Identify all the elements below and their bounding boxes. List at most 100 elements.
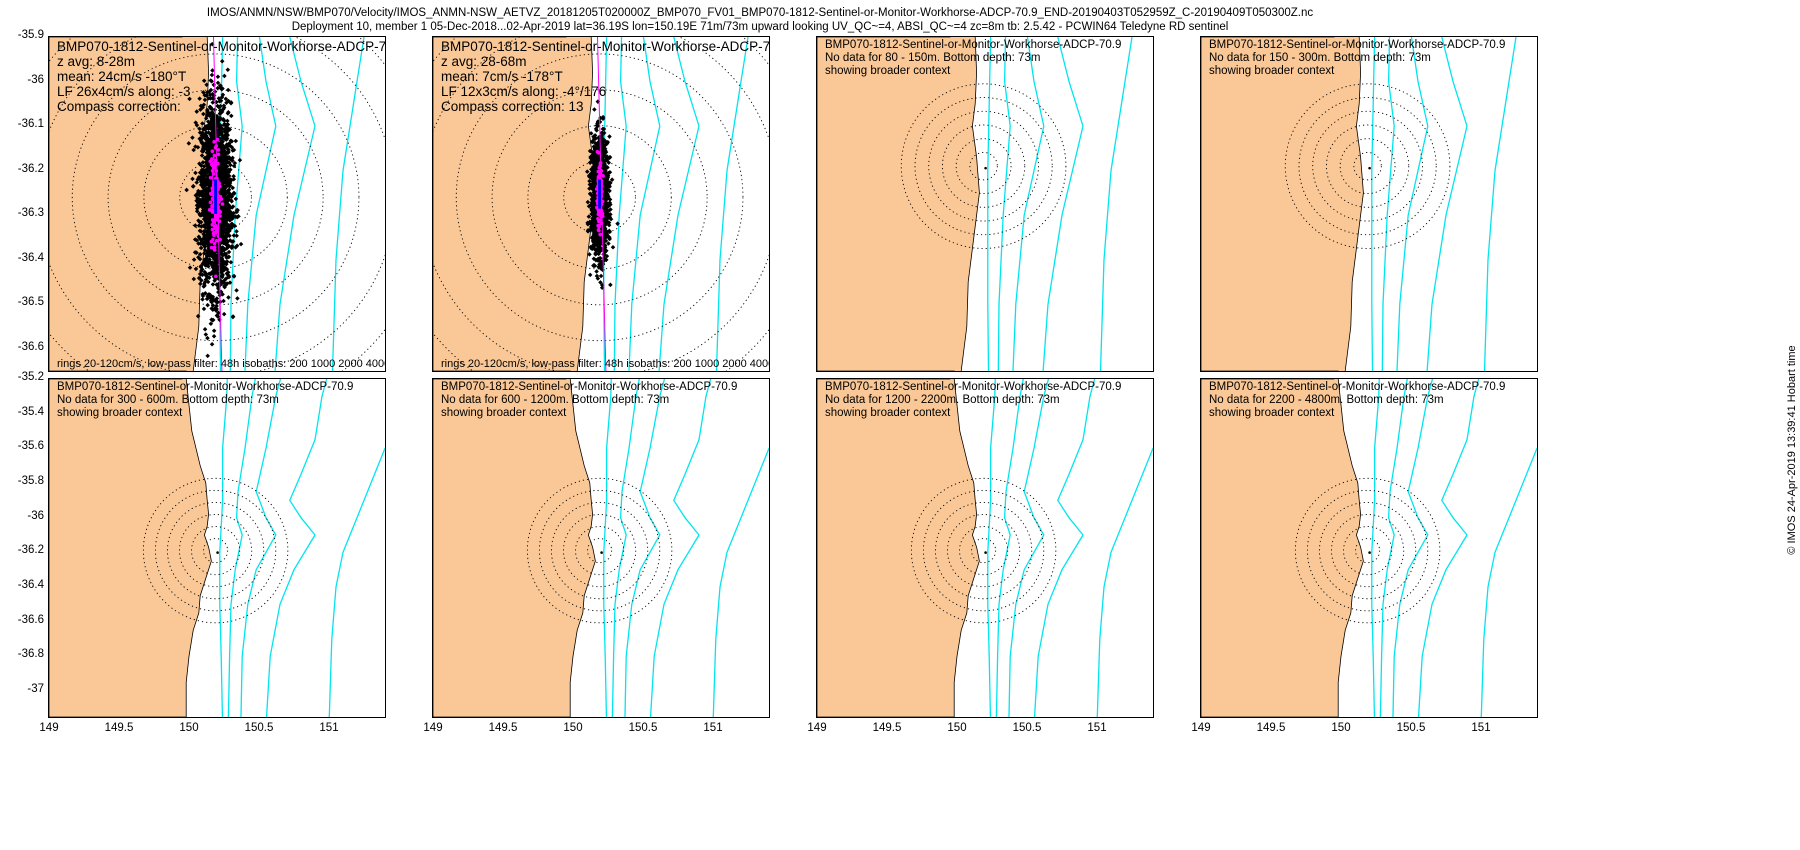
scatter-point — [591, 262, 597, 268]
scatter-point — [228, 162, 233, 168]
scatter-point — [207, 292, 212, 297]
scatter-point — [201, 133, 207, 139]
scatter-point — [215, 300, 220, 305]
lowpass-point — [215, 137, 220, 142]
x-tick-label: 149 — [423, 722, 443, 734]
y-tick-label: -37 — [27, 683, 44, 695]
panel-footer-note: rings 20-120cm/s, low-pass filter: 48h i… — [441, 358, 770, 370]
scatter-point — [603, 149, 609, 155]
isobath-line-5 — [1099, 37, 1133, 371]
scatter-point — [235, 296, 240, 301]
isobath-line-4 — [1033, 379, 1096, 717]
y-tick-label: -35.2 — [17, 371, 44, 383]
scatter-point — [218, 83, 223, 89]
lowpass-point — [211, 246, 216, 250]
panel-info-line: showing broader context — [441, 407, 567, 419]
plot-panel-6: BMP070-1812-Sentinel-or-Monitor-Workhors… — [432, 378, 770, 718]
map-plot-3 — [817, 37, 1133, 371]
scatter-point — [588, 154, 593, 160]
panel-info-line: No data for 80 - 150m. Bottom depth: 73m — [825, 52, 1041, 64]
isobath-line-2 — [1379, 379, 1408, 717]
speed-ring-3 — [1325, 124, 1410, 208]
scatter-point — [210, 261, 215, 266]
scatter-point — [224, 126, 229, 132]
scatter-point — [222, 144, 228, 150]
y-tick-label: -36.5 — [17, 296, 44, 309]
y-tick-label: -36.2 — [17, 544, 44, 557]
map-plot-4 — [1201, 37, 1517, 371]
scatter-point — [208, 96, 213, 101]
speed-ring-6 — [900, 83, 1067, 249]
isobath-line-3 — [1012, 37, 1045, 371]
speed-ring-2 — [143, 125, 288, 270]
speed-ring-1 — [969, 151, 998, 181]
scatter-point — [606, 241, 611, 246]
lowpass-point — [210, 227, 215, 232]
x-tick-label: 150.5 — [628, 722, 658, 734]
plot-panel-7: BMP070-1812-Sentinel-or-Monitor-Workhors… — [816, 378, 1154, 718]
lowpass-point — [214, 238, 219, 243]
scatter-point — [197, 96, 202, 101]
scatter-point — [233, 138, 239, 144]
plot-panel-1: BMP070-1812-Sentinel-or-Monitor-Workhors… — [48, 36, 386, 372]
isobath-line-1 — [987, 379, 996, 717]
land-area — [1201, 379, 1364, 717]
isobath-line-2 — [1381, 37, 1395, 371]
scatter-point — [204, 82, 209, 87]
isobath-line-2 — [227, 379, 256, 717]
isobath-line-4 — [1426, 37, 1468, 371]
panel-instrument-label: BMP070-1812-Sentinel-or-Monitor-Workhors… — [441, 39, 770, 54]
panel-info-line: showing broader context — [1209, 65, 1335, 77]
scatter-point — [210, 282, 216, 287]
lowpass-point — [598, 232, 603, 237]
mooring-location — [1368, 551, 1371, 554]
scatter-point — [214, 303, 219, 309]
scatter-point — [226, 98, 231, 104]
x-tick-label: 151 — [703, 722, 723, 734]
panel-annotation: BMP070-1812-Sentinel-or-Monitor-Workhors… — [57, 381, 353, 420]
panel-instrument-label: BMP070-1812-Sentinel-or-Monitor-Workhors… — [825, 381, 1122, 393]
isobath-line-3 — [1008, 379, 1050, 717]
panel-info-line: showing broader context — [825, 407, 951, 419]
speed-ring-5 — [154, 489, 277, 612]
panel-info-line: z avg: 8-28m — [57, 54, 136, 69]
speed-ring-5 — [538, 489, 661, 612]
scatter-point — [221, 311, 227, 317]
plot-panel-3: BMP070-1812-Sentinel-or-Monitor-Workhors… — [816, 36, 1154, 372]
speed-ring-3 — [947, 514, 1021, 588]
y-tick-label: -36.6 — [17, 340, 44, 353]
isobath-line-2 — [611, 379, 640, 717]
scatter-point — [212, 264, 217, 270]
lowpass-point — [216, 148, 221, 152]
isobath-line-1 — [603, 379, 612, 717]
speed-ring-2 — [527, 125, 672, 270]
map-plot-2 — [433, 37, 769, 371]
scatter-point — [204, 256, 210, 262]
isobath-line-3 — [1396, 37, 1429, 371]
scatter-point — [598, 235, 603, 241]
x-tick-label: 150 — [947, 722, 967, 734]
speed-ring-1 — [1353, 151, 1382, 181]
scatter-point — [217, 98, 222, 104]
scatter-point — [200, 121, 205, 126]
scatter-point — [221, 298, 226, 304]
scatter-point — [223, 96, 229, 102]
panel-annotation: BMP070-1812-Sentinel-or-Monitor-Workhors… — [1209, 381, 1505, 420]
isobath-line-3 — [1392, 379, 1434, 717]
isobath-line-5 — [712, 448, 769, 717]
panel-info-line: mean: 24cm/s -180°T — [57, 69, 187, 84]
scatter-point — [214, 296, 220, 301]
panel-info-line: LF 26x4cm/s along: -3 — [57, 84, 191, 99]
scatter-point — [222, 283, 227, 289]
scatter-point — [224, 131, 229, 136]
scatter-point — [227, 280, 233, 285]
isobath-line-1 — [219, 379, 228, 717]
lowpass-point — [596, 223, 600, 228]
scatter-point — [201, 78, 207, 83]
isobath-line-4 — [1417, 379, 1480, 717]
scatter-point — [594, 273, 600, 279]
scatter-point — [194, 122, 200, 128]
panel-info-line: LF 12x3cm/s along: -4°/176 — [441, 84, 607, 99]
scatter-point — [593, 136, 598, 141]
x-tick-label: 150 — [1331, 722, 1351, 734]
